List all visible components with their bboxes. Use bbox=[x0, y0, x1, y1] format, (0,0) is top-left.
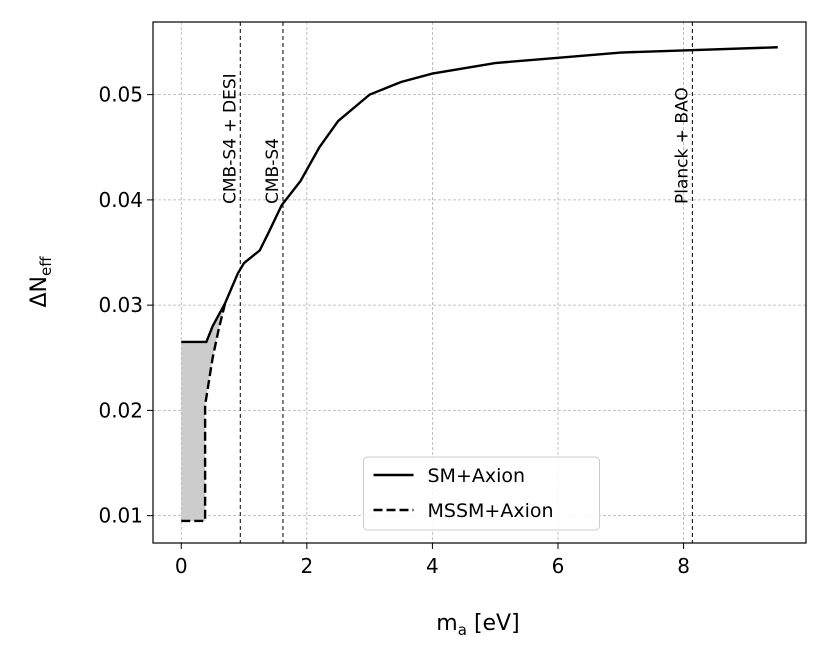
y-tick-label: 0.01 bbox=[98, 504, 143, 528]
y-tick-label: 0.05 bbox=[98, 83, 143, 107]
x-tick-label: 4 bbox=[426, 554, 439, 578]
vline-label: CMB-S4 + DESI bbox=[220, 73, 240, 204]
legend-label: MSSM+Axion bbox=[428, 500, 554, 522]
legend: SM+Axion MSSM+Axion bbox=[363, 456, 600, 531]
legend-label: SM+Axion bbox=[428, 465, 526, 487]
vline-label: CMB-S4 bbox=[263, 138, 283, 204]
legend-box bbox=[363, 456, 600, 531]
x-axis-label: ma [eV] bbox=[436, 611, 519, 639]
y-tick-label: 0.02 bbox=[98, 398, 143, 422]
x-tick-label: 8 bbox=[677, 554, 690, 578]
y-axis-label: ΔNeff bbox=[27, 256, 55, 308]
vline-label: Planck + BAO bbox=[672, 87, 692, 204]
series-line bbox=[181, 302, 227, 523]
plot-frame bbox=[152, 21, 807, 544]
y-tick-label: 0.03 bbox=[98, 293, 143, 317]
series-line bbox=[181, 46, 778, 344]
x-tick-label: 0 bbox=[175, 554, 188, 578]
y-tick-label: 0.04 bbox=[98, 188, 143, 212]
x-tick-label: 6 bbox=[552, 554, 565, 578]
x-tick-label: 2 bbox=[300, 554, 313, 578]
fill-between bbox=[181, 303, 226, 521]
